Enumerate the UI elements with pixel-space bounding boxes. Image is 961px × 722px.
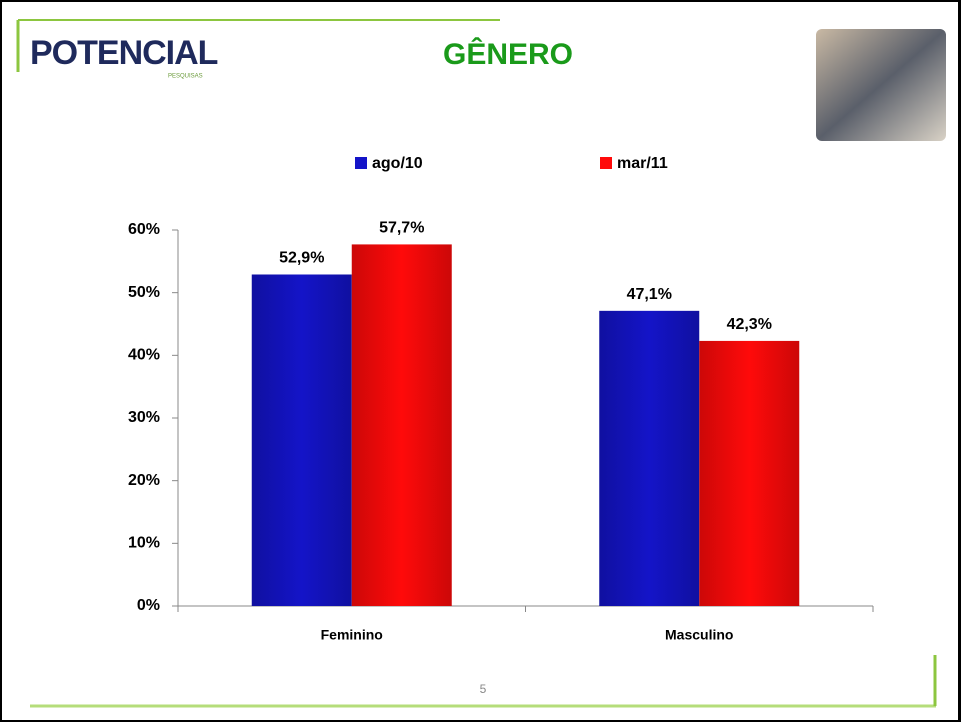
data-label: 47,1% <box>627 286 672 303</box>
y-tick-label: 20% <box>128 472 160 489</box>
chart-title: GÊNERO <box>443 37 573 71</box>
logo: POTENCIAL <box>30 34 218 72</box>
data-label: 57,7% <box>379 220 424 237</box>
data-label: 52,9% <box>279 250 324 267</box>
photo <box>816 29 946 141</box>
page-number: 5 <box>480 682 487 696</box>
logo-sub: PESQUISAS <box>168 74 203 80</box>
legend-swatch <box>355 157 367 169</box>
y-tick-label: 60% <box>128 221 160 238</box>
x-tick-label: Feminino <box>321 627 383 643</box>
data-label: 42,3% <box>727 316 772 333</box>
y-tick-label: 30% <box>128 409 160 426</box>
bar <box>599 310 700 606</box>
bar <box>351 244 452 606</box>
frame-shadow <box>958 0 961 722</box>
legend-label: ago/10 <box>372 155 423 172</box>
y-tick-label: 0% <box>137 597 160 614</box>
x-tick-label: Masculino <box>665 627 733 643</box>
legend-label: mar/11 <box>617 155 668 172</box>
bar <box>699 340 800 606</box>
y-tick-label: 10% <box>128 535 160 552</box>
bar <box>251 274 352 606</box>
legend-swatch <box>600 157 612 169</box>
y-tick-label: 40% <box>128 347 160 364</box>
y-tick-label: 50% <box>128 284 160 301</box>
